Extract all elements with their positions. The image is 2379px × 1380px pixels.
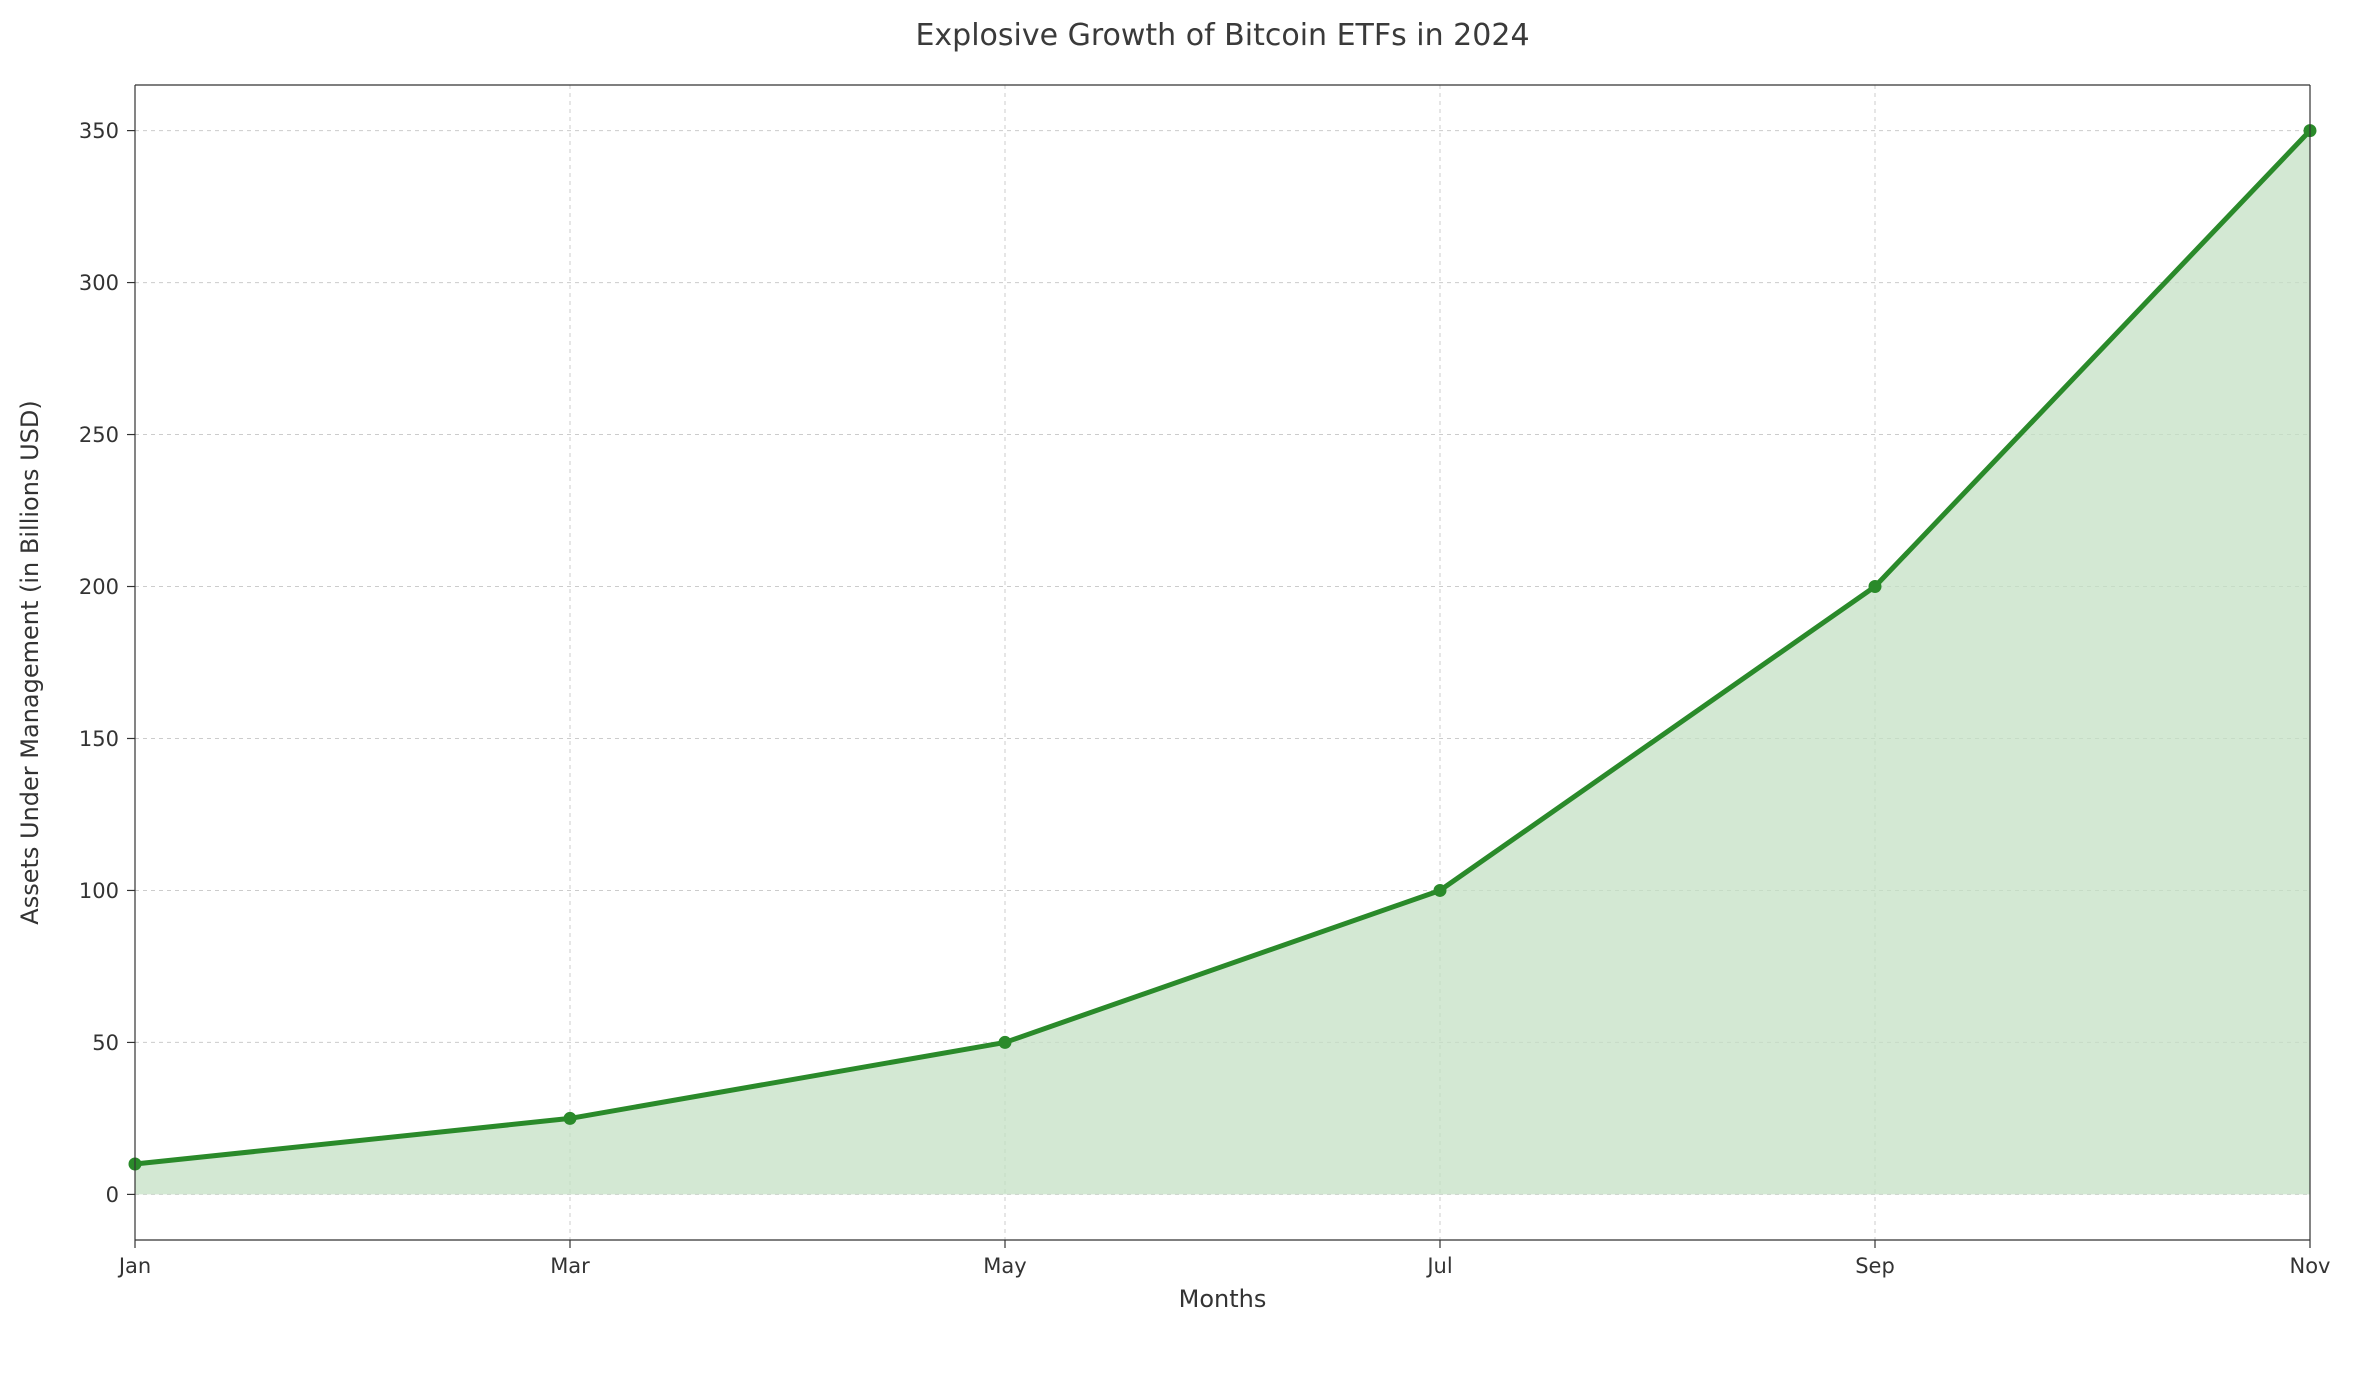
y-tick-label: 150 [79,727,119,751]
series-marker [1869,581,1881,593]
x-tick-label: Nov [2290,1254,2331,1278]
y-tick-label: 350 [79,119,119,143]
series-marker [564,1112,576,1124]
x-tick-label: Sep [1855,1254,1895,1278]
y-axis-label: Assets Under Management (in Billions USD… [16,400,44,924]
chart-container: Jan Mar May Jul Sep Nov 0 50 100 150 200 250 300 350 M… [0,0,2379,1380]
x-tick-label: Mar [550,1254,590,1278]
y-tick-label: 300 [79,271,119,295]
series-marker [1434,884,1446,896]
y-tick-label: 200 [79,575,119,599]
y-tick-label: 250 [79,423,119,447]
x-tick-label: Jul [1425,1254,1452,1278]
chart-title: Explosive Growth of Bitcoin ETFs in 2024 [915,18,1529,53]
area-chart: Jan Mar May Jul Sep Nov 0 50 100 150 200 250 300 350 M… [0,0,2379,1380]
y-tick-label: 0 [106,1183,119,1207]
x-tick-label: May [983,1254,1026,1278]
y-tick-label: 100 [79,879,119,903]
series-marker [999,1036,1011,1048]
x-axis-label: Months [1179,1285,1267,1313]
y-tick-label: 50 [92,1031,119,1055]
x-tick-label: Jan [117,1254,151,1278]
